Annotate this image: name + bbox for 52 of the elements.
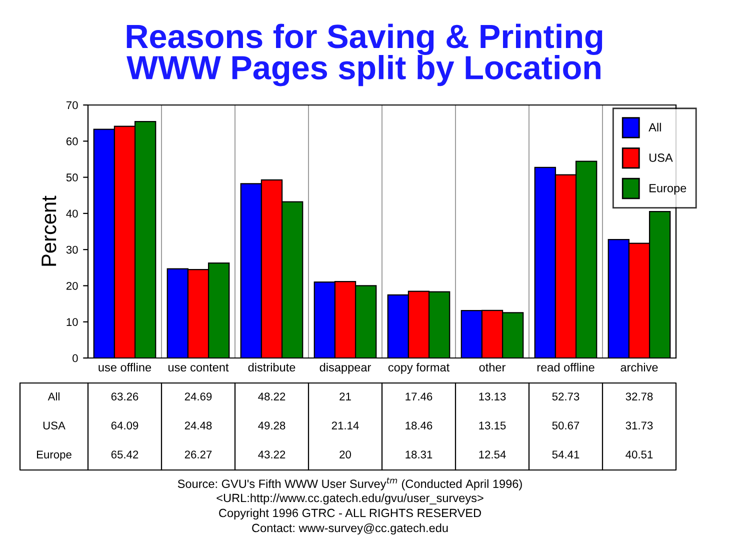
data-label: 64.09: [111, 422, 138, 430]
data-label: 18.31: [406, 450, 432, 458]
x-tick-label: use content: [168, 364, 229, 372]
x-tick-label: distribute: [248, 362, 296, 372]
data-label: 52.73: [552, 392, 580, 400]
data-label: 43.22: [258, 450, 286, 458]
legend-label: USA: [650, 154, 673, 162]
y-tick-label: 70: [66, 101, 78, 110]
data-label: 49.28: [258, 422, 286, 430]
data-label: 24.48: [184, 422, 212, 430]
y-axis-title: Percent: [42, 196, 56, 266]
text: USA: [43, 422, 66, 430]
data-label: 40.51: [626, 450, 653, 458]
x-tick-label: read offline: [537, 362, 594, 372]
data-label: 12.54: [479, 450, 506, 458]
text: All: [48, 392, 60, 400]
x-tick-label: copy format: [388, 362, 450, 374]
data-label: 13.13: [479, 392, 506, 400]
text: Copyright 1996 GTRC - ALL RIGHTS RESERVED: [219, 508, 481, 520]
chart-title: Reasons for Saving & Printing WWW Pages split by Location: [126, 24, 602, 86]
data-label: 21.14: [332, 422, 359, 430]
text: Contact: www-survey@cc.gatech.edu: [252, 523, 448, 535]
x-tick-label: archive: [620, 362, 658, 372]
data-label: 65.42: [111, 450, 138, 458]
text: Europe: [37, 450, 72, 461]
data-label: 13.15: [479, 422, 506, 430]
data-label: 50.67: [552, 422, 580, 430]
data-label: 21: [340, 392, 351, 400]
text: <URL:http://www.cc.gatech.edu/gvu/user_surveys>: [216, 493, 484, 505]
data-label: 32.78: [626, 392, 653, 400]
y-tick-label: 30: [66, 246, 78, 254]
legend-label: All: [648, 122, 661, 132]
data-label: 20: [340, 450, 351, 458]
x-tick-label: disappear: [320, 362, 371, 374]
data-label: 24.69: [184, 392, 212, 400]
data-label: 26.27: [184, 450, 212, 458]
y-tick-label: 10: [66, 318, 78, 326]
source-note: Source: GVU's Fifth WWW User Survey$^{tm}$ (Conducted April 1996): [178, 478, 522, 490]
y-tick-label: 0: [72, 354, 78, 362]
data-label: 18.46: [406, 422, 432, 430]
data-label: 54.41: [552, 450, 580, 458]
y-tick-label: 40: [66, 210, 78, 218]
data-label: 17.46: [406, 392, 432, 400]
y-tick-label: 50: [66, 174, 78, 182]
data-label: 48.22: [258, 392, 286, 400]
y-tick-label: 60: [66, 137, 78, 146]
legend-label: Europe: [650, 184, 686, 195]
y-tick-label: 20: [66, 282, 78, 290]
x-tick-label: other: [479, 362, 506, 372]
x-tick-label: use offline: [98, 362, 152, 372]
data-label: 31.73: [626, 422, 653, 430]
data-label: 63.26: [111, 392, 138, 400]
